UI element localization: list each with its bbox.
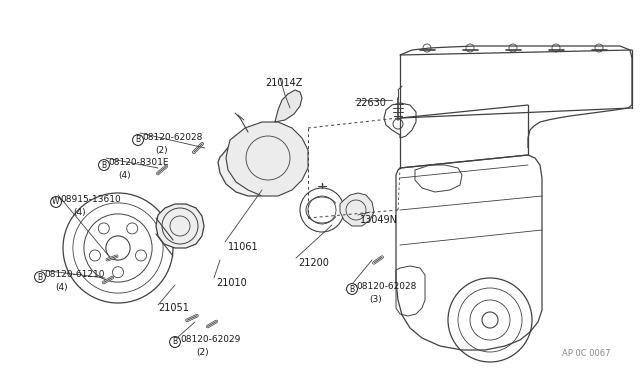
Text: (4): (4) (73, 208, 86, 217)
Polygon shape (340, 193, 374, 226)
Text: B: B (101, 160, 107, 170)
Text: B: B (136, 135, 141, 144)
Text: (4): (4) (118, 171, 131, 180)
Text: 21010: 21010 (216, 278, 247, 288)
Text: 21051: 21051 (158, 303, 189, 313)
Polygon shape (275, 90, 302, 122)
Text: 08120-62028: 08120-62028 (142, 133, 202, 142)
Text: 08120-61210: 08120-61210 (44, 270, 104, 279)
Text: B: B (172, 337, 177, 346)
Text: 08120-8301E: 08120-8301E (108, 158, 168, 167)
Text: 08120-62029: 08120-62029 (180, 335, 241, 344)
Polygon shape (226, 122, 308, 196)
Text: 21014Z: 21014Z (265, 78, 302, 88)
Text: 08915-13610: 08915-13610 (60, 195, 121, 204)
Text: W: W (52, 198, 60, 206)
Text: 22630: 22630 (355, 98, 386, 108)
Text: (2): (2) (196, 348, 209, 357)
Text: (2): (2) (155, 146, 168, 155)
Text: B: B (37, 273, 43, 282)
Text: 08120-62028: 08120-62028 (356, 282, 417, 291)
Text: 13049N: 13049N (360, 215, 398, 225)
Polygon shape (218, 132, 290, 196)
Text: (3): (3) (369, 295, 381, 304)
Text: AP 0C 0067: AP 0C 0067 (561, 349, 610, 358)
Polygon shape (156, 204, 204, 248)
Text: 11061: 11061 (228, 242, 259, 252)
Text: (4): (4) (55, 283, 68, 292)
Text: 21200: 21200 (298, 258, 329, 268)
Text: B: B (349, 285, 355, 294)
